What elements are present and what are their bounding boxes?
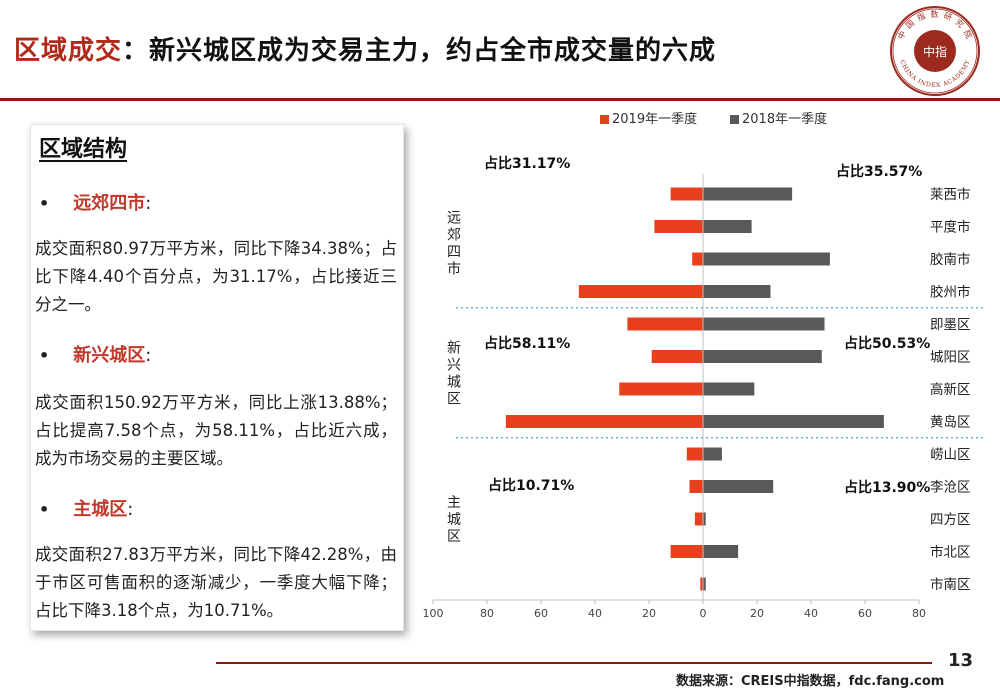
share-label-2018-2: 占比13.90% [844,479,930,496]
section-title-new-districts: • 新兴城区: [39,345,152,366]
category-label-9: 李沧区 [930,479,971,496]
bar-2019-11 [670,545,703,558]
bar-2019-1 [654,220,703,233]
x-tick-label-4: 20 [642,607,656,620]
legend-swatch-1 [730,115,739,124]
legend-label-0: 2019年一季度 [612,111,697,127]
bar-2019-2 [692,252,703,266]
section-title-outer-cities: • 远郊四市: [39,193,152,214]
category-label-4: 即墨区 [930,317,971,333]
x-tick-label-0: 100 [423,607,444,620]
x-tick-label-8: 60 [858,607,872,620]
bar-2018-3 [703,285,771,298]
share-label-2018-0: 占比35.57% [836,163,922,180]
bar-2018-12 [703,577,706,591]
title-prefix: 区域成交 [14,36,123,66]
group-label-0: 远郊四市 [447,210,461,277]
group-label-2: 主城区 [447,495,461,545]
x-tick-label-9: 80 [912,607,926,620]
x-tick-label-7: 40 [804,607,818,620]
legend-label-1: 2018年一季度 [742,111,827,127]
bar-2018-6 [703,382,755,396]
x-tick-label-3: 40 [588,607,602,620]
section-title-main-city: • 主城区: [39,499,134,520]
bar-2018-11 [703,545,739,558]
bar-2018-9 [703,480,774,493]
bar-2019-4 [627,317,703,331]
bar-2019-9 [689,480,703,493]
category-label-5: 城阳区 [930,350,971,366]
x-tick-label-5: 0 [700,607,707,620]
bar-2019-10 [694,512,703,526]
share-label-2019-1: 占比58.11% [484,335,570,352]
category-label-3: 胶州市 [930,284,971,301]
category-label-12: 市南区 [930,576,971,593]
bar-2019-5 [651,350,703,363]
category-label-0: 莱西市 [930,186,971,203]
x-tick-label-1: 80 [480,607,494,620]
bar-2019-8 [686,447,703,461]
category-label-11: 市北区 [930,544,971,561]
x-tick-label-6: 20 [750,607,764,620]
share-label-2019-0: 占比31.17% [484,155,570,172]
bar-2018-0 [703,187,793,201]
bullet-icon: • [39,346,50,365]
china-index-academy-logo: 中 国 指 数 研 究 院 CHINA INDEX ACADEMY 中指 [890,6,980,96]
section-body-new-districts: 成交面积150.92万平方米，同比上涨13.88%；占比提高7.58个点，为58… [35,393,397,468]
category-label-10: 四方区 [930,512,971,528]
logo-center-text: 中指 [923,44,947,59]
bullet-icon: • [39,500,50,519]
section-body-main-city: 成交面积27.83万平方米，同比下降42.28%，由于市区可售面积的逐渐减少，一… [35,545,397,620]
share-label-2019-2: 占比10.71% [488,477,574,494]
category-label-7: 黄岛区 [930,415,971,431]
bar-2018-8 [703,447,722,461]
footer-divider [216,662,932,664]
bar-2019-6 [619,382,703,396]
bar-2019-12 [700,577,703,591]
category-label-6: 高新区 [930,381,971,398]
category-label-8: 崂山区 [930,447,971,463]
title-colon: ： [122,36,150,66]
page-title: 区域成交：新兴城区成为交易主力，约占全市成交量的六成 [14,30,716,67]
bar-2019-3 [578,285,703,298]
category-label-2: 胶南市 [930,251,971,268]
bar-2018-5 [703,350,822,363]
district-transaction-chart: 2019年一季度 2018年一季度莱西市平度市胶南市胶州市即墨区城阳区高新区黄岛区… [423,111,984,620]
bar-2019-7 [505,415,703,428]
bar-2018-10 [703,512,706,526]
bar-2018-7 [703,415,884,428]
header-divider [0,98,1000,101]
bar-2019-0 [670,187,703,201]
share-label-2018-1: 占比50.53% [844,335,930,352]
page-number: 13 [948,650,974,671]
section-body-outer-cities: 成交面积80.97万平方米，同比下降34.38%；占比下降4.40个百分点，为3… [35,239,397,314]
x-tick-label-2: 60 [534,607,548,620]
panel-heading: 区域结构 [39,137,128,162]
bar-2018-4 [703,317,825,331]
region-structure-panel: 区域结构 • 远郊四市: 成交面积80.97万平方米，同比下降34.38%；占比下… [30,124,404,631]
bar-2018-2 [703,252,830,266]
group-label-1: 新兴城区 [447,340,461,407]
data-source: 数据来源：CREIS中指数据，fdc.fang.com [676,674,945,689]
category-label-1: 平度市 [930,219,971,236]
title-rest: 新兴城区成为交易主力，约占全市成交量的六成 [149,36,717,66]
bullet-icon: • [39,194,50,213]
legend-swatch-0 [600,115,609,124]
bar-2018-1 [703,220,752,233]
